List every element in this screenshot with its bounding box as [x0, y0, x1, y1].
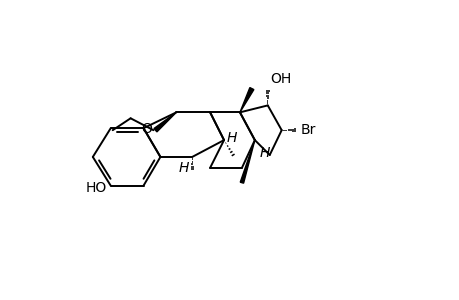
Text: H: H — [227, 131, 237, 145]
Polygon shape — [240, 140, 254, 183]
Text: H: H — [179, 161, 189, 175]
Text: O: O — [141, 122, 152, 136]
Polygon shape — [240, 88, 253, 112]
Text: HO: HO — [85, 181, 106, 195]
Text: Br: Br — [300, 123, 315, 137]
Text: OH: OH — [269, 72, 291, 86]
Text: H: H — [259, 146, 269, 160]
Polygon shape — [154, 112, 176, 132]
